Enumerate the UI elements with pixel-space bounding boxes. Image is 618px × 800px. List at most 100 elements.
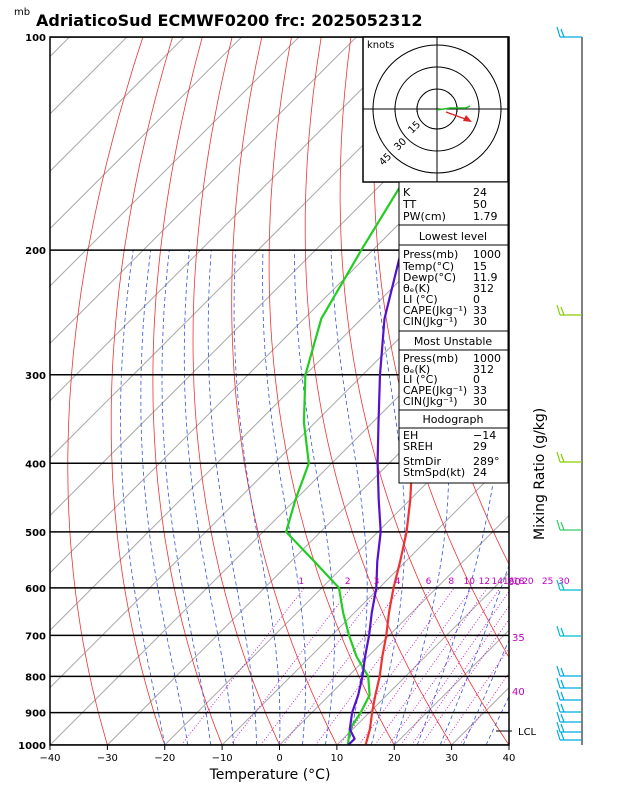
dry-adiabat-line	[339, 37, 509, 745]
x-tick-label: −20	[154, 753, 175, 764]
mixing-ratio-label: 10	[464, 577, 476, 587]
mixing-ratio-line	[180, 587, 305, 745]
pressure-tick-label: 300	[25, 371, 46, 382]
mixing-ratio-label: 1	[298, 577, 304, 587]
mixing-ratio-label: 14	[492, 577, 504, 587]
isotherm-lines	[50, 37, 509, 745]
theta-label-40: 40	[512, 687, 525, 698]
wind-barb-feather	[556, 625, 561, 637]
isotherm-line	[50, 227, 509, 689]
mixing-ratio-line	[388, 587, 501, 745]
isotherm-line	[50, 37, 185, 172]
mixing-ratio-label: 30	[558, 577, 570, 587]
pressure-unit-label: mb	[14, 7, 30, 18]
moist-adiabat-line	[370, 250, 406, 745]
most-unstable-heading: Most Unstable	[414, 335, 493, 348]
lowest-row-4-value: 0	[473, 293, 480, 306]
indices-table: K 24 TT 50 PW(cm) 1.79	[398, 181, 509, 226]
mixing-ratio-label: 20	[522, 577, 534, 587]
hodo-row-0-value: −14	[473, 429, 496, 442]
chart-title: AdriaticoSud ECMWF0200 frc: 2025052312	[36, 11, 422, 30]
isotherm-line	[164, 400, 509, 745]
unstable-row-3-key: CAPE(Jkg⁻¹)	[403, 384, 467, 397]
lowest-row-5-value: 33	[473, 304, 487, 317]
hodograph-trace	[436, 105, 471, 111]
x-tick-label: 10	[331, 753, 344, 764]
mixing-ratio-lines	[180, 587, 509, 745]
wind-barb-feather	[556, 451, 561, 463]
mixing-ratio-label: 25	[542, 577, 553, 587]
parcel-line	[347, 37, 473, 745]
wind-barb-feather	[560, 627, 565, 637]
unstable-row-3-value: 33	[473, 384, 487, 397]
pressure-tick-label: 500	[25, 528, 46, 539]
hodograph: knots 15 30 45	[362, 36, 509, 183]
pressure-tick-label: 200	[25, 246, 46, 257]
index-K-value: 24	[473, 186, 487, 199]
wind-barb-feather	[556, 677, 561, 689]
lowest-row-3-key: θₑ(K)	[403, 282, 430, 295]
wind-profile	[556, 26, 583, 745]
lowest-row-1-value: 15	[473, 260, 487, 273]
dry-adiabat-line	[192, 37, 280, 745]
wind-barb-feather	[560, 521, 565, 531]
moist-adiabat-line	[183, 250, 234, 745]
x-tick-label: 20	[388, 753, 401, 764]
dry-adiabat-line	[67, 37, 144, 745]
unstable-row-2-value: 0	[473, 373, 480, 386]
x-tick-label: −30	[97, 753, 118, 764]
wind-barb-feather	[560, 453, 565, 463]
wind-barb-feather	[560, 679, 565, 689]
hodograph-table-heading: Hodograph	[423, 413, 484, 426]
mixing-ratio-label: 8	[448, 577, 454, 587]
isotherm-line	[50, 37, 415, 402]
wind-barb-feather	[560, 667, 565, 677]
lowest-row-5-key: CAPE(Jkg⁻¹)	[403, 304, 467, 317]
pressure-tick-label: 800	[25, 672, 46, 683]
unstable-row-0-value: 1000	[473, 352, 501, 365]
lowest-row-2-key: Dewp(°C)	[403, 271, 456, 284]
mixing-ratio-line	[411, 605, 509, 745]
isotherm-line	[50, 37, 242, 230]
x-tick-label: 30	[445, 753, 458, 764]
wind-barb-feather	[560, 703, 565, 713]
moist-adiabat-line	[140, 250, 189, 745]
mixing-ratio-label: 16	[503, 577, 515, 587]
x-tick-label: −10	[212, 753, 233, 764]
isotherm-line	[50, 37, 472, 459]
unstable-row-1-value: 312	[473, 363, 494, 376]
mixing-ratio-line	[315, 587, 432, 745]
mixing-ratio-line	[441, 647, 509, 745]
index-TT-value: 50	[473, 198, 487, 211]
lowest-level-heading: Lowest level	[419, 230, 487, 243]
x-tick-label: 40	[503, 753, 516, 764]
hodo-row-1-value: 29	[473, 440, 487, 453]
hodograph-table: Hodograph EH −14 SREH 29 StmDir 289° Stm…	[398, 409, 509, 484]
hodo-row-1-key: SREH	[403, 440, 433, 453]
isotherm-line	[50, 37, 128, 115]
moist-adiabat-line	[207, 250, 257, 745]
dry-adiabat-line	[373, 37, 509, 659]
index-PW-value: 1.79	[473, 210, 498, 223]
dry-adiabat-line	[110, 37, 173, 745]
wind-barb-feather	[556, 579, 561, 591]
x-axis-label: Temperature (°C)	[209, 767, 331, 783]
pressure-tick-label: 700	[25, 631, 46, 642]
hodo-row-3-value: 24	[473, 466, 487, 479]
hodo-row-0-key: EH	[403, 429, 418, 442]
lowest-row-3-value: 312	[473, 282, 494, 295]
moist-adiabat-line	[120, 250, 166, 745]
theta-label-30: 30	[508, 577, 521, 588]
dry-adiabat-line	[231, 37, 338, 745]
wind-barb-feather	[560, 28, 565, 38]
dry-adiabat-line	[152, 37, 223, 745]
index-K: K	[403, 186, 411, 199]
mixing-ratio-line	[374, 587, 488, 745]
isotherm-line	[336, 572, 509, 745]
mixing-ratio-axis-label: Mixing Ratio (g/kg)	[532, 408, 548, 540]
dry-adiabat-line	[304, 37, 452, 745]
isotherm-line	[508, 744, 509, 745]
hodograph-units: knots	[367, 40, 394, 51]
